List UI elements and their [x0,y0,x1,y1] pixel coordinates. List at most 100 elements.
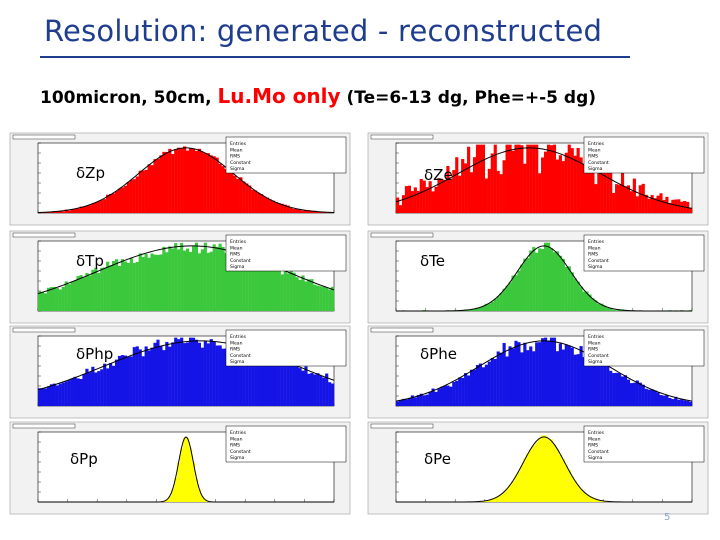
histogram-bar [94,267,98,311]
histogram-bar [212,341,216,406]
gaussian-fit-curve [395,340,693,402]
histogram-bar [156,254,160,311]
histogram-bar [183,250,187,311]
histogram-bar [564,152,568,213]
histogram-bar [260,260,264,311]
histogram-bar [168,346,172,406]
histogram-bar [328,289,332,311]
histogram-bar [517,144,521,213]
histogram-bar [40,291,45,311]
histogram-bar [233,256,237,311]
histogram-bar [159,346,163,406]
histogram-bar [106,368,110,406]
histogram-bar [407,397,411,406]
histogram-bar [618,372,622,406]
histogram-bar [224,169,228,213]
histogram-bar [585,494,589,502]
histogram-bar [103,363,107,406]
histogram-bar [511,481,515,502]
histogram-bar [215,246,219,311]
histogram-bar [475,144,480,213]
histogram-bar [481,367,485,406]
histogram-bar [520,352,524,406]
histogram-bar [546,144,551,213]
histogram-bar [544,151,548,213]
histogram-bar [319,286,323,311]
histogram-bar [70,378,74,406]
histogram-bar [490,357,494,406]
histogram-bar [523,458,527,502]
histogram-bar [171,488,175,502]
histogram-bar [591,159,595,213]
histogram-bar [538,438,542,502]
histogram-bar [117,355,122,406]
histogram-bar [313,284,317,311]
histogram-bar [526,144,530,213]
histogram-bar [431,388,435,406]
histogram-bar [203,341,207,406]
histogram-bar [496,351,500,406]
histogram-bar [552,337,557,406]
histogram-title-box [12,423,76,429]
histogram-bar [224,348,228,406]
histogram-bar [289,270,293,311]
histogram-bar [64,209,68,213]
histogram-bar [206,343,210,406]
histogram-bar [538,342,542,406]
histogram-bar [236,178,240,213]
histogram-bar [88,372,92,406]
histogram-label: δTp [76,252,104,270]
histogram-bar [79,206,83,213]
histogram-bar [221,166,225,213]
histogram-bar [544,337,548,406]
histogram-bar [316,285,320,311]
histogram-bar [97,201,101,213]
stat-label: Mean [588,245,601,251]
histogram-bar [487,361,491,406]
histogram-bar [472,157,477,213]
histogram-bar [271,356,275,406]
histogram-bar [689,207,693,213]
histogram-bar [79,379,83,406]
histogram-bar [623,186,628,213]
histogram-bar [132,262,136,311]
histogram-bar [535,252,539,311]
histogram-bar [257,192,261,213]
histogram-title-box [12,327,76,333]
histogram-bar [623,375,628,406]
histogram-bar [112,261,116,311]
histogram-bar [91,269,95,311]
stat-label: Constant [230,160,251,166]
slide-title: Resolution: generated - reconstructed [44,14,603,48]
histogram-bar [499,352,503,406]
histogram-bar [434,186,438,213]
histogram-bar [328,382,332,406]
histogram-bar [481,306,485,311]
histogram-bar [609,308,613,311]
histogram-bar [532,351,536,406]
histogram-bar [588,496,592,502]
histogram-bar [55,288,59,311]
histogram-bar [174,337,178,406]
histogram-bar [579,488,583,502]
stat-label: RMS [230,347,240,353]
histogram-label: δPe [424,450,451,468]
histogram-bar [177,249,181,311]
gaussian-fit-curve [396,436,692,503]
histogram-title-box [370,423,434,429]
histogram-bar [475,365,480,406]
histogram-bar [461,377,465,406]
histogram-bar [180,148,184,213]
histogram-bar [126,182,130,213]
stat-label: Mean [230,147,243,153]
histogram-bar [245,256,249,311]
histogram-bar [407,185,411,213]
histogram-bar [490,499,494,502]
histogram-bar [298,209,302,213]
histogram-bar [197,342,201,406]
histogram-bar [271,200,275,213]
histogram-bar [251,189,255,213]
histogram-bar [112,193,116,213]
